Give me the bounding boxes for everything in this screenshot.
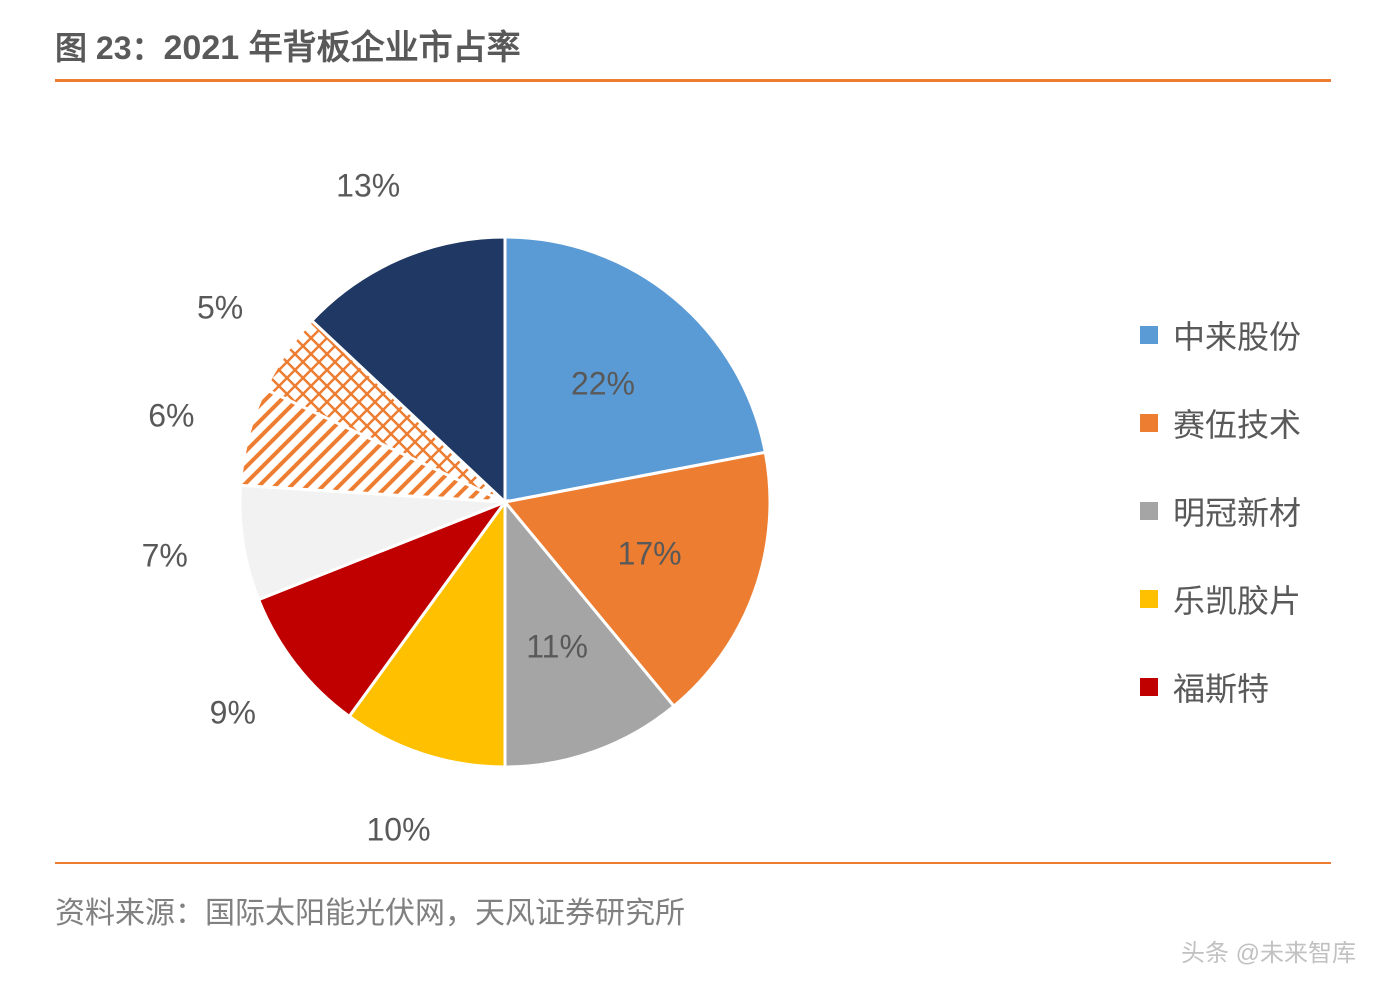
slice-label: 17%	[618, 536, 682, 573]
legend-swatch	[1140, 414, 1158, 432]
slice-label: 11%	[526, 628, 588, 665]
slice-label: 9%	[210, 695, 256, 732]
legend-swatch	[1140, 678, 1158, 696]
legend-label: 明冠新材	[1173, 488, 1301, 534]
legend: 中来股份赛伍技术明冠新材乐凯胶片福斯特	[1140, 312, 1301, 710]
slice-label: 22%	[571, 365, 635, 402]
slice-label: 13%	[336, 167, 400, 204]
figure-label: 图 23：	[55, 23, 164, 69]
legend-item: 乐凯胶片	[1140, 576, 1301, 622]
legend-item: 明冠新材	[1140, 488, 1301, 534]
legend-label: 乐凯胶片	[1173, 576, 1301, 622]
legend-label: 福斯特	[1173, 664, 1269, 710]
page-root: 图 23： 2021 年背板企业市占率 22% 17% 11% 10% 9% 7% 6% 5%…	[0, 0, 1386, 996]
legend-label: 赛伍技术	[1173, 400, 1301, 446]
source-row: 资料来源：国际太阳能光伏网，天风证券研究所	[55, 888, 1331, 932]
legend-swatch	[1140, 590, 1158, 608]
watermark: 头条 @未来智库	[1181, 933, 1356, 968]
chart-area: 22% 17% 11% 10% 9% 7% 6% 5% 13% 中来股份赛伍技术明冠新材乐凯胶片…	[55, 82, 1331, 862]
source-prefix: 资料来源：	[55, 897, 205, 930]
legend-swatch	[1140, 502, 1158, 520]
figure-title: 2021 年背板企业市占率	[164, 20, 521, 69]
legend-item: 福斯特	[1140, 664, 1301, 710]
slice-label: 7%	[142, 537, 188, 574]
legend-swatch	[1140, 326, 1158, 344]
slice-label: 6%	[148, 398, 194, 435]
legend-item: 中来股份	[1140, 312, 1301, 358]
legend-label: 中来股份	[1173, 312, 1301, 358]
slice-label: 10%	[367, 811, 431, 848]
title-row: 图 23： 2021 年背板企业市占率	[55, 20, 1331, 69]
bottom-rule	[55, 862, 1331, 864]
legend-item: 赛伍技术	[1140, 400, 1301, 446]
source-text: 国际太阳能光伏网，天风证券研究所	[205, 897, 685, 930]
slice-label: 5%	[197, 290, 243, 327]
